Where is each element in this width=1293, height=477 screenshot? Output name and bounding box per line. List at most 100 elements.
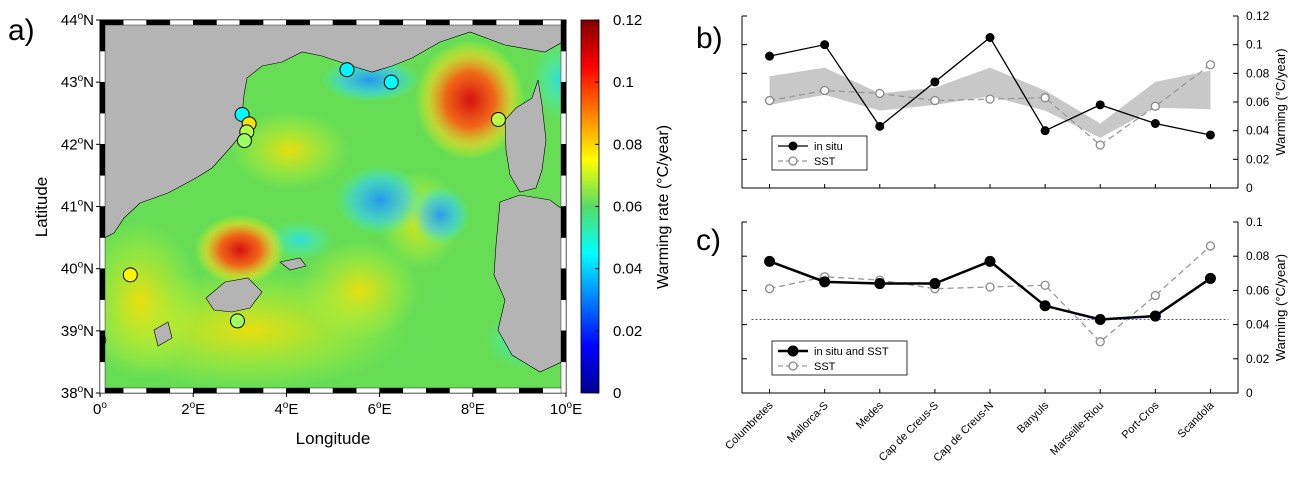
border-segment bbox=[495, 387, 520, 394]
map-graduated-border bbox=[99, 19, 567, 394]
category-label: Scandola bbox=[1176, 399, 1218, 441]
degree-superscript: o bbox=[78, 198, 84, 209]
y-axis-label: Warming (°C/year) bbox=[1273, 48, 1288, 155]
map-y-tick-label: 40oN bbox=[61, 260, 94, 278]
legend-marker-sst bbox=[788, 156, 798, 166]
border-segment bbox=[123, 19, 147, 26]
border-segment bbox=[216, 387, 240, 394]
y-tick-label: 0.08 bbox=[1246, 66, 1270, 80]
chart-panel-b: 0 0.02 0.04 0.06 0.08 0.1 0.12 Warming (°C/year… bbox=[741, 9, 1288, 195]
map-x-tick-label: 10oE bbox=[550, 400, 582, 418]
hemisphere-suffix: N bbox=[83, 12, 94, 29]
data-point-primary bbox=[929, 278, 941, 290]
border-segment bbox=[560, 113, 567, 145]
land-mallorca bbox=[205, 277, 263, 313]
cool-patch bbox=[410, 185, 470, 245]
category-label: Mallorca-S bbox=[785, 400, 831, 446]
border-segment bbox=[146, 19, 171, 26]
border-segment bbox=[560, 330, 567, 363]
category-label: Port-Cros bbox=[1120, 399, 1162, 441]
border-segment bbox=[519, 19, 543, 26]
map-y-tick-label: 44oN bbox=[61, 11, 94, 29]
category-label: Cap de Creus-S bbox=[877, 400, 941, 464]
border-segment bbox=[123, 387, 147, 394]
land-ibiza bbox=[153, 321, 173, 347]
border-segment bbox=[426, 19, 450, 26]
border-segment bbox=[560, 206, 567, 238]
legend-label-primary: in situ bbox=[814, 141, 843, 153]
border-segment bbox=[99, 144, 106, 176]
border-segment bbox=[356, 387, 380, 394]
degree-superscript: o bbox=[190, 400, 196, 411]
map-y-tick-label: 39oN bbox=[61, 322, 94, 340]
border-segment bbox=[332, 19, 357, 26]
station-marker bbox=[236, 133, 252, 149]
border-segment bbox=[309, 387, 334, 394]
category-label: Medes bbox=[854, 399, 886, 431]
border-segment bbox=[216, 19, 240, 26]
hemisphere-suffix: E bbox=[382, 401, 392, 418]
panel-label-b: b) bbox=[696, 22, 723, 55]
category-label: Banyuls bbox=[1015, 399, 1052, 436]
data-point-sst bbox=[764, 95, 775, 106]
data-point-primary bbox=[930, 77, 940, 87]
category-label: Columbretes bbox=[723, 399, 776, 452]
degree-superscript: o bbox=[78, 11, 84, 22]
border-segment bbox=[332, 387, 357, 394]
data-point-primary bbox=[984, 255, 996, 267]
map-x-tick-label: 2oE bbox=[181, 400, 205, 418]
data-point-primary bbox=[1040, 126, 1050, 136]
data-point-sst bbox=[1095, 337, 1105, 347]
colorbar-tick-label: 0.06 bbox=[613, 199, 642, 216]
border-segment bbox=[262, 387, 287, 394]
y-tick-label: 0.08 bbox=[1246, 249, 1270, 263]
colorbar-tick-label: 0.04 bbox=[613, 261, 642, 278]
map-y-tick-label: 38oN bbox=[61, 384, 94, 402]
border-segment bbox=[309, 19, 334, 26]
border-segment bbox=[169, 387, 194, 394]
data-point-primary bbox=[1204, 272, 1216, 284]
border-segment bbox=[560, 175, 567, 207]
station-marker bbox=[229, 313, 245, 329]
border-segment bbox=[472, 387, 497, 394]
border-segment bbox=[286, 387, 310, 394]
data-point-primary bbox=[1205, 130, 1215, 140]
y-tick-label: 0.04 bbox=[1246, 318, 1270, 332]
colorbar-tick-label: 0.02 bbox=[613, 323, 642, 340]
data-point-primary bbox=[875, 121, 885, 131]
map-plot bbox=[100, 20, 566, 393]
border-segment bbox=[379, 19, 404, 26]
colorbar-tick-label: 0.08 bbox=[613, 136, 642, 153]
colorbar-tick-label: 0.1 bbox=[613, 74, 634, 91]
border-segment bbox=[519, 387, 543, 394]
data-point-sst bbox=[1150, 290, 1160, 301]
degree-superscript: o bbox=[101, 400, 107, 411]
degree-superscript: o bbox=[78, 260, 84, 271]
hemisphere-suffix: N bbox=[83, 74, 94, 91]
border-segment bbox=[356, 19, 380, 26]
border-segment bbox=[192, 19, 217, 26]
station-marker bbox=[490, 111, 506, 127]
border-segment bbox=[402, 19, 427, 26]
y-tick-label: 0.12 bbox=[1246, 9, 1270, 23]
data-point-primary bbox=[819, 276, 831, 288]
land-menorca bbox=[279, 257, 307, 271]
border-segment bbox=[286, 19, 310, 26]
hot-spot-ligurian bbox=[415, 40, 525, 160]
data-point-sst bbox=[1095, 140, 1105, 150]
data-point-sst bbox=[930, 95, 940, 106]
data-point-sst bbox=[1040, 93, 1050, 103]
y-axis-label: Warming (°C/year) bbox=[1273, 254, 1288, 361]
border-segment bbox=[99, 19, 106, 52]
legend-marker-sst bbox=[788, 361, 798, 371]
y-tick-label: 0.06 bbox=[1246, 95, 1270, 109]
data-point-sst bbox=[1205, 241, 1216, 251]
land-europe bbox=[100, 20, 566, 241]
border-segment bbox=[169, 19, 194, 26]
border-segment bbox=[99, 361, 106, 394]
map-x-tick-label: 4oE bbox=[274, 400, 298, 418]
border-segment bbox=[379, 387, 404, 394]
colorbar-ticks: 0.12 0.1 0.08 0.06 0.04 0.02 0 bbox=[595, 12, 642, 402]
